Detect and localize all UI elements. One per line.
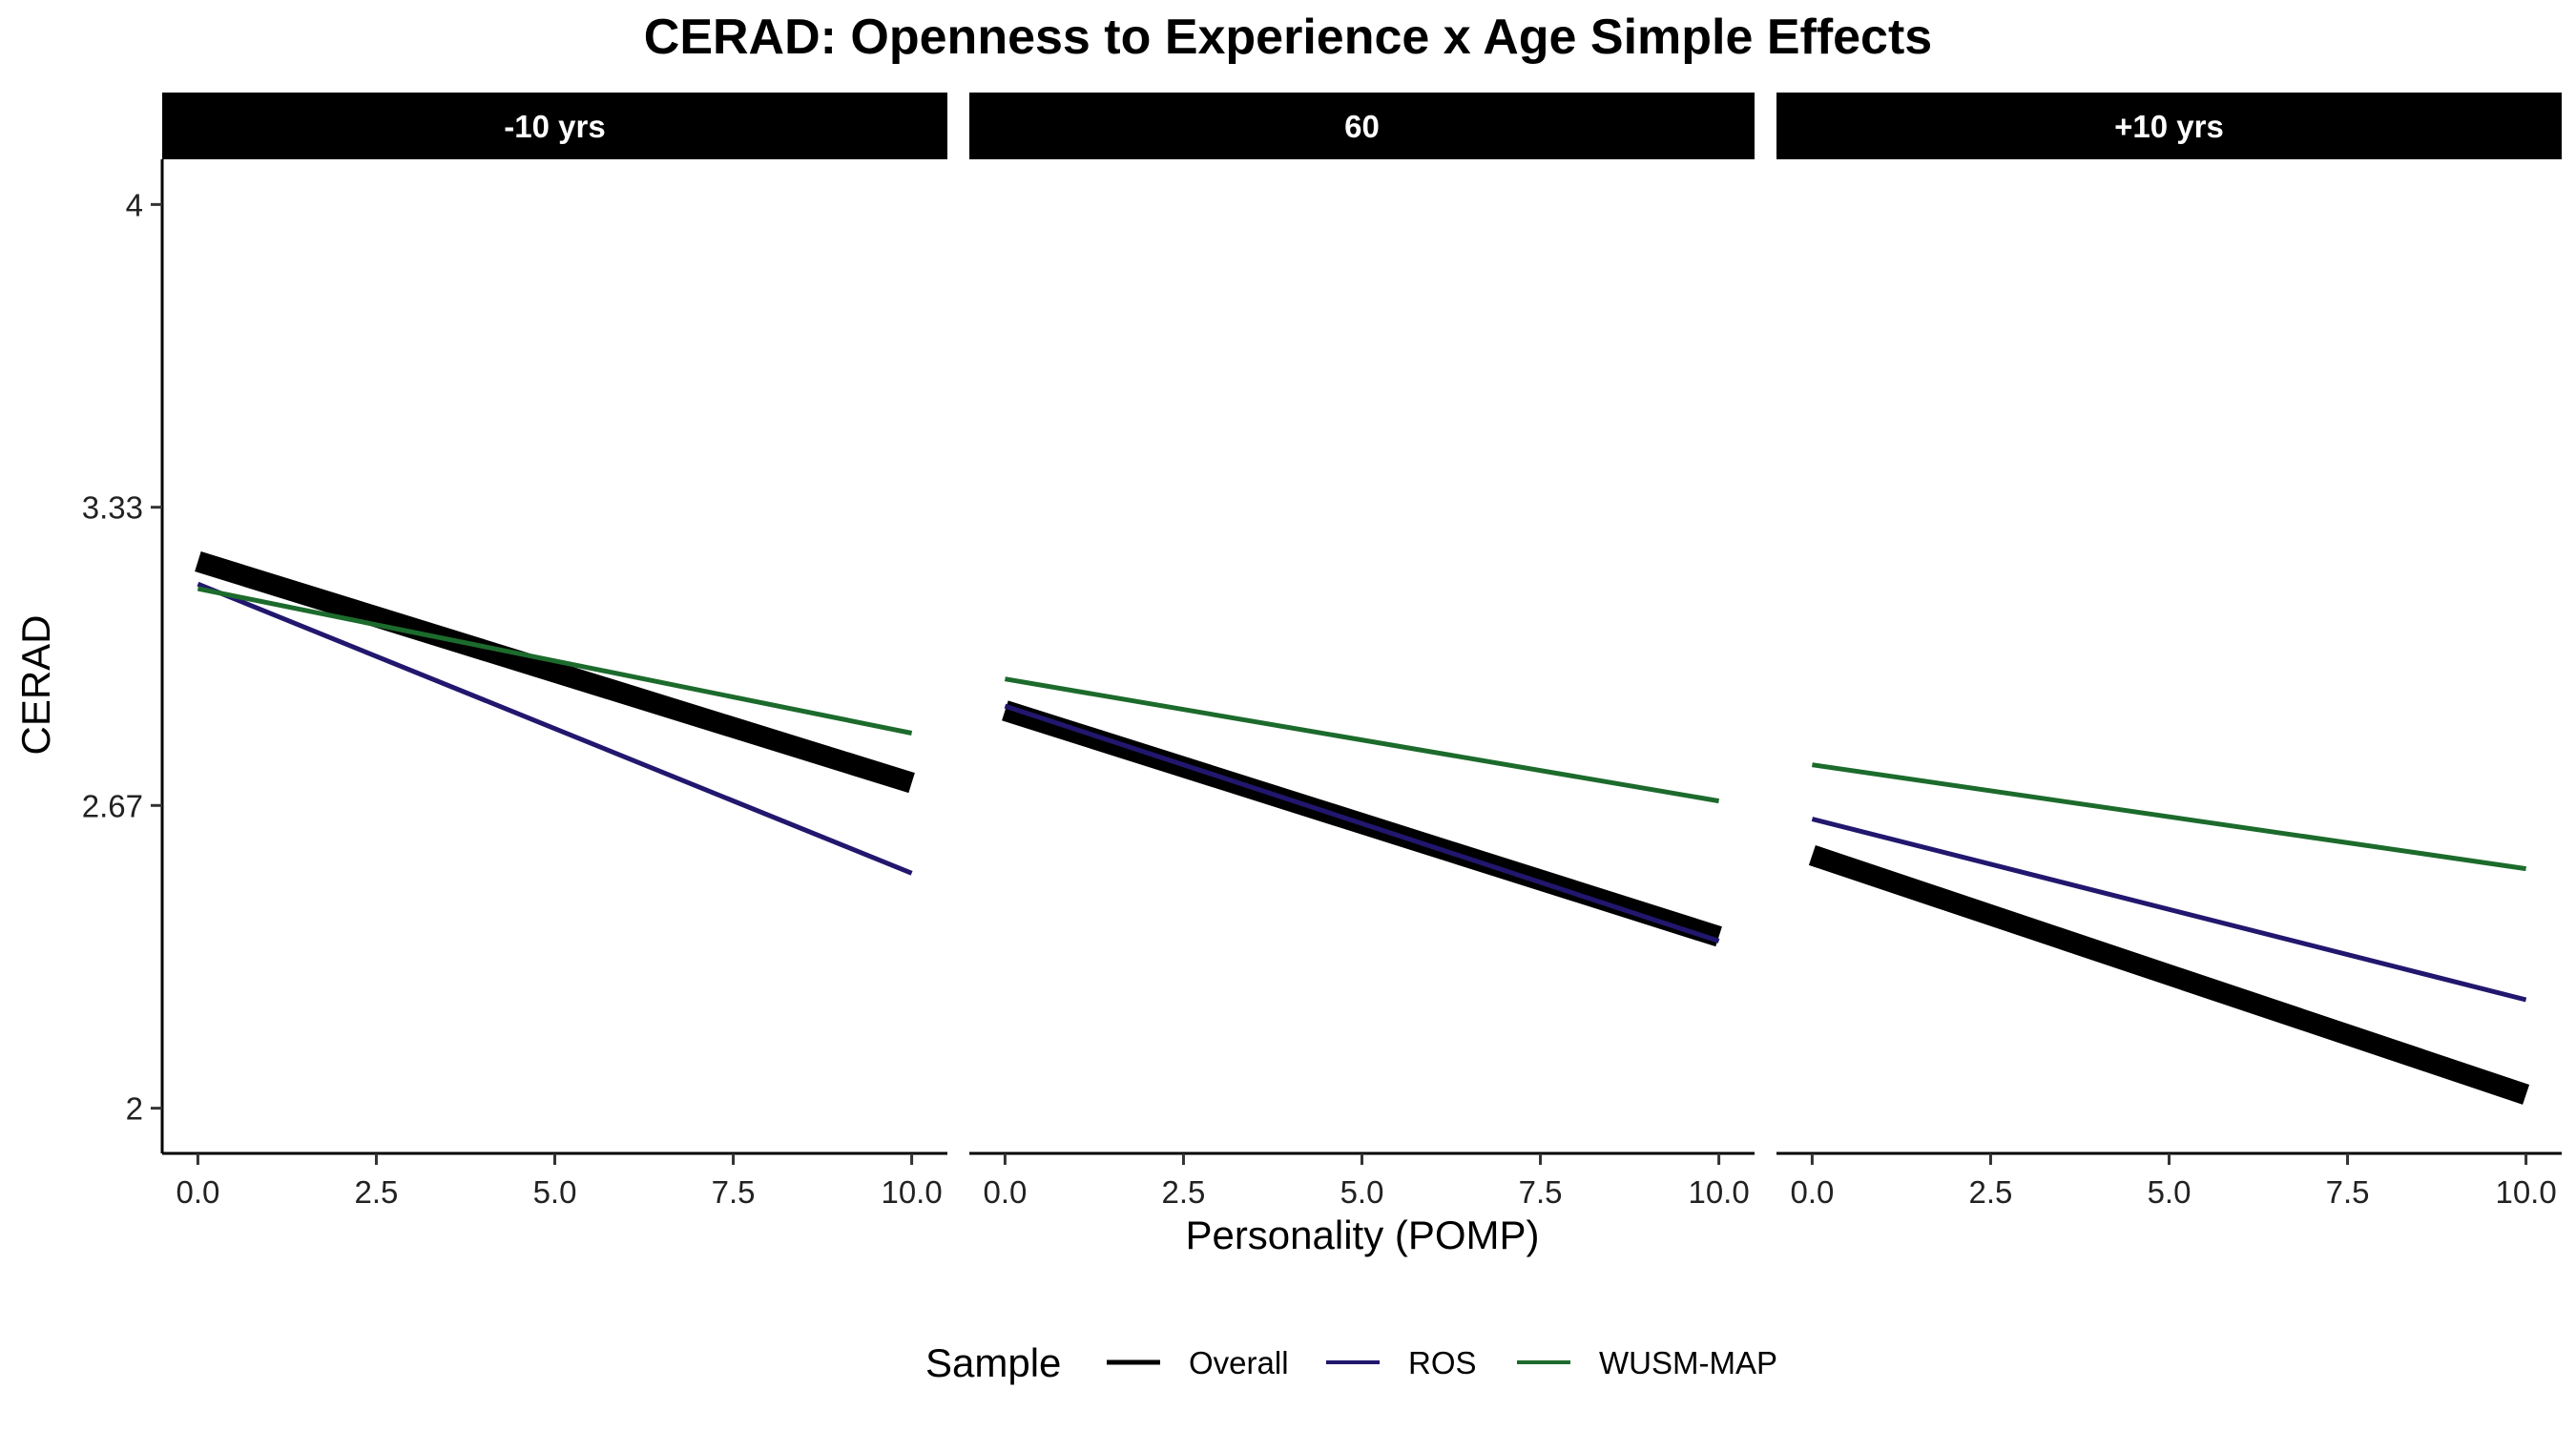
legend-label: Overall xyxy=(1189,1345,1289,1380)
facet-strip xyxy=(162,93,947,159)
x-tick-label: 0.0 xyxy=(176,1174,219,1210)
x-tick-label: 7.5 xyxy=(712,1174,756,1210)
legend: Sample Overall ROS WUSM-MAP xyxy=(925,1340,1777,1385)
x-tick-label: 2.5 xyxy=(1969,1174,2013,1210)
facet-strip xyxy=(969,93,1755,159)
facet-panels: -10 yrs 2 2.67 3.33 4 0.0 2.5 5.0 7.5 10.0 60 0.0 2.… xyxy=(82,93,2562,1210)
facet-strip-label: -10 yrs xyxy=(504,109,605,144)
x-tick-label: 10.0 xyxy=(881,1174,942,1210)
y-tick-label: 3.33 xyxy=(82,490,143,526)
series-line-overall xyxy=(1808,844,2530,1105)
legend-label: WUSM-MAP xyxy=(1599,1345,1777,1380)
panel-1: -10 yrs 2 2.67 3.33 4 0.0 2.5 5.0 7.5 10.0 xyxy=(82,93,947,1210)
x-tick-label: 0.0 xyxy=(1790,1174,1834,1210)
x-tick-label: 5.0 xyxy=(533,1174,577,1210)
series-line-ros xyxy=(1811,817,2527,1003)
panel-3: +10 yrs 0.0 2.5 5.0 7.5 10.0 xyxy=(1776,93,2562,1210)
y-axis-title: CERAD xyxy=(13,614,58,755)
legend-title: Sample xyxy=(925,1340,1061,1385)
series-line-wusm-map xyxy=(1004,676,1720,804)
x-tick-label: 2.5 xyxy=(1162,1174,1206,1210)
series-line-wusm-map xyxy=(1812,762,2526,872)
series-line-overall xyxy=(195,550,915,794)
y-tick-label: 2 xyxy=(126,1091,143,1127)
x-tick-label: 7.5 xyxy=(1519,1174,1563,1210)
x-tick-label: 10.0 xyxy=(2495,1174,2556,1210)
x-tick-label: 5.0 xyxy=(1340,1174,1384,1210)
series-line-ros xyxy=(1004,703,1720,944)
x-tick-label: 0.0 xyxy=(983,1174,1027,1210)
x-axis-title: Personality (POMP) xyxy=(1185,1213,1539,1257)
x-tick-label: 7.5 xyxy=(2326,1174,2370,1210)
series-line-ros xyxy=(197,581,913,876)
panel-2: 60 0.0 2.5 5.0 7.5 10.0 xyxy=(969,93,1755,1210)
series-line-wusm-map xyxy=(197,586,913,736)
x-tick-label: 5.0 xyxy=(2148,1174,2192,1210)
y-tick-label: 2.67 xyxy=(82,788,143,823)
facet-strip xyxy=(1776,93,2562,159)
chart-title: CERAD: Openness to Experience x Age Simp… xyxy=(644,10,1932,65)
facet-strip-label: +10 yrs xyxy=(2114,109,2224,144)
legend-label: ROS xyxy=(1408,1345,1477,1380)
y-tick-label: 4 xyxy=(126,187,143,222)
facet-strip-label: 60 xyxy=(1344,109,1380,144)
x-tick-label: 10.0 xyxy=(1688,1174,1749,1210)
x-tick-label: 2.5 xyxy=(355,1174,399,1210)
